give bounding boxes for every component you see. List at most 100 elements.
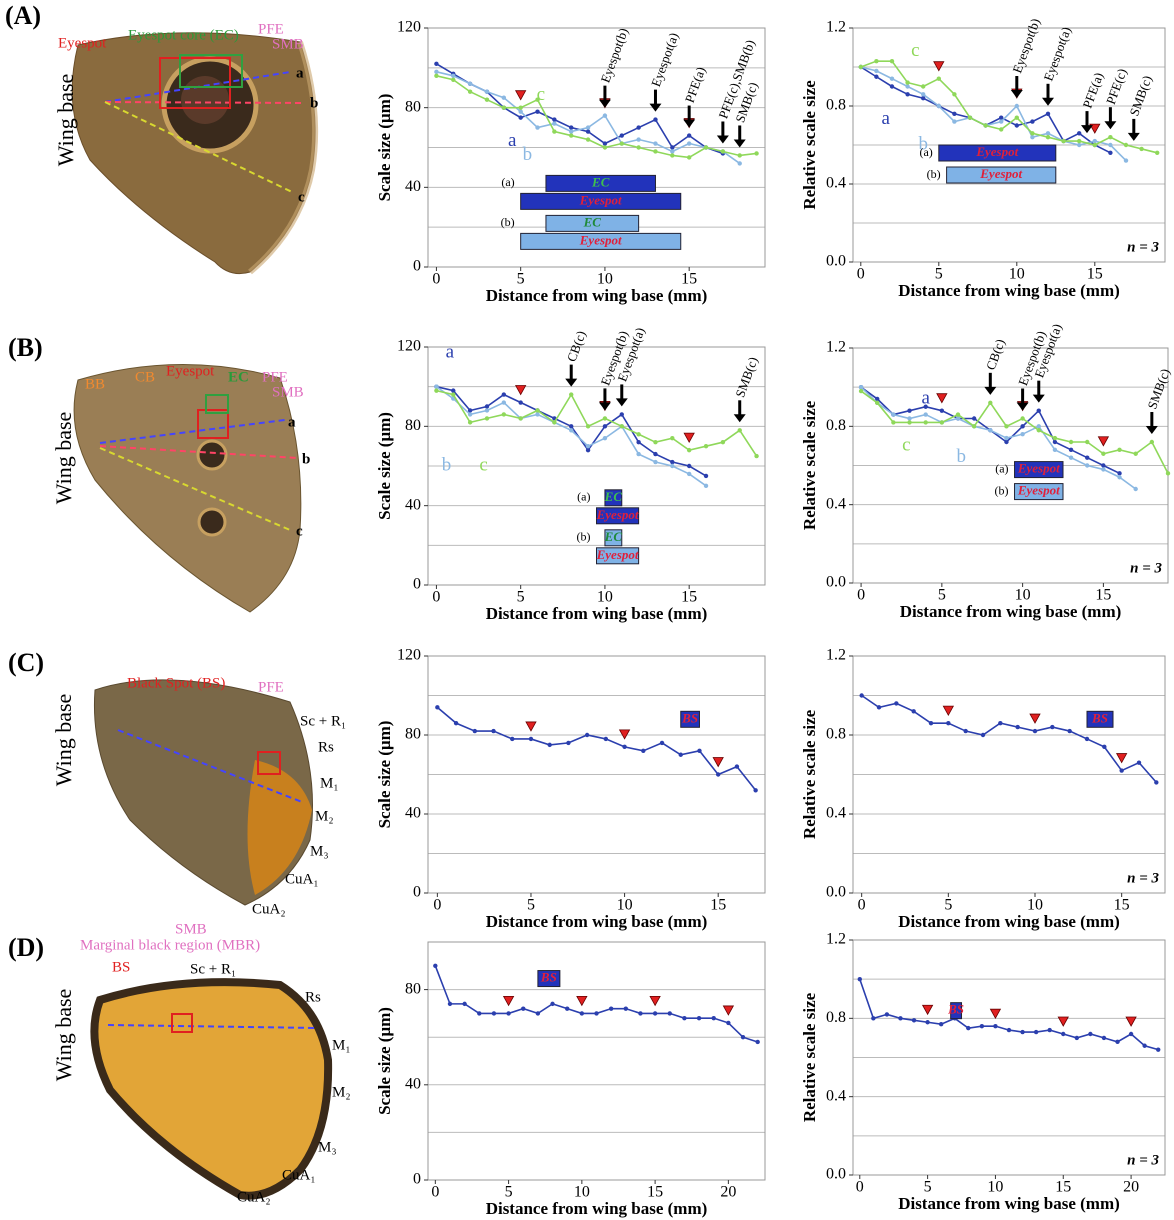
data-point — [619, 141, 624, 146]
y-tick-label: 0.0 — [826, 574, 846, 591]
data-point — [1101, 1035, 1107, 1041]
data-point — [1117, 475, 1122, 480]
region-bar — [545, 214, 640, 232]
y-tick-label: 0.8 — [826, 726, 846, 743]
data-point — [484, 404, 490, 409]
n-label: n = 3 — [1127, 239, 1159, 255]
series-line — [436, 706, 757, 791]
region-label: (a) — [501, 175, 514, 189]
data-point — [653, 440, 658, 445]
data-point — [905, 84, 910, 89]
x-tick-label: 15 — [710, 897, 726, 914]
region-text: BS — [1091, 710, 1108, 725]
data-point — [988, 428, 993, 433]
data-point — [619, 133, 624, 138]
y-tick-label: 0 — [413, 576, 421, 593]
wing-base: Wing base — [53, 74, 78, 167]
data-point — [1004, 439, 1009, 445]
wing-label: EC — [228, 369, 249, 385]
y-axis-title: Relative scale size — [800, 992, 819, 1122]
data-point — [955, 412, 961, 417]
y-axis-title: Relative scale size — [800, 400, 819, 530]
data-point — [891, 420, 896, 425]
eyespot-box — [197, 409, 229, 439]
wing-orange — [247, 760, 312, 895]
data-point — [1155, 150, 1160, 155]
data-point — [1117, 447, 1122, 453]
x-tick-label: 10 — [1027, 897, 1043, 914]
data-point — [1052, 439, 1058, 445]
y-tick-label: 1.2 — [826, 647, 846, 664]
data-point — [467, 89, 473, 94]
data-point — [859, 693, 864, 698]
y-tick-label: 80 — [405, 417, 421, 434]
data-point — [967, 115, 973, 120]
region-text: EC — [604, 489, 623, 504]
data-point — [889, 58, 895, 64]
region-text: EC — [604, 529, 623, 544]
annotation-arrowhead — [1145, 426, 1158, 434]
marker-triangle — [921, 1004, 934, 1016]
data-point — [1133, 486, 1138, 492]
y-tick-label: 0 — [413, 1171, 421, 1188]
annotation-label: SMB(c) — [1144, 367, 1172, 411]
wing-d: (D) Wing base Marginal black region (MBR… — [8, 933, 351, 1205]
data-point — [585, 447, 591, 453]
marker-triangle — [1029, 713, 1041, 724]
data-point — [875, 400, 880, 406]
data-point — [1165, 471, 1171, 476]
region-text: Eyespot — [979, 166, 1022, 181]
data-point — [1030, 119, 1035, 124]
x-tick-label: 0 — [431, 1184, 439, 1201]
data-point — [506, 1011, 511, 1016]
data-point — [585, 129, 591, 134]
region-text: Eyespot — [596, 507, 639, 522]
data-point — [1050, 724, 1055, 730]
wing-shape — [73, 363, 302, 613]
data-point — [1014, 115, 1019, 120]
data-point — [584, 732, 590, 738]
data-point — [1033, 1029, 1039, 1035]
line-b — [104, 101, 306, 104]
series-label: b — [442, 454, 452, 475]
series-label: b — [918, 133, 928, 154]
wing-label: c — [296, 523, 303, 539]
x-tick-label: 10 — [1015, 587, 1031, 604]
y-tick-label: 40 — [405, 1075, 421, 1092]
data-point — [686, 155, 692, 160]
region-text: BS — [947, 1002, 964, 1017]
region-text: BS — [540, 970, 557, 985]
data-point — [946, 720, 951, 726]
data-point — [923, 404, 928, 409]
annotation-arrowhead — [1010, 90, 1023, 98]
data-point — [1004, 435, 1009, 441]
data-point — [905, 80, 910, 85]
plot-frame — [852, 655, 1166, 894]
annotation-label: Eyespot(b) — [597, 26, 631, 85]
marker-triangle — [722, 1005, 735, 1016]
data-point — [1014, 103, 1019, 109]
series-label: a — [508, 130, 517, 151]
annotation-arrowhead — [615, 398, 628, 407]
data-point — [521, 1006, 526, 1011]
plot-frame — [427, 941, 766, 1181]
data-point — [518, 400, 523, 405]
data-point — [670, 459, 675, 465]
wing-label: M₂ — [315, 808, 334, 824]
data-point — [1154, 780, 1159, 785]
data-point — [898, 1016, 903, 1021]
wing-label: PFE — [258, 21, 284, 37]
wing-label: Eyespot core (EC) — [128, 27, 239, 43]
y-axis-title: Scale size (μm) — [375, 721, 394, 829]
data-point — [1085, 463, 1090, 468]
line-c — [104, 101, 293, 193]
wing-shape — [90, 978, 333, 1200]
data-point — [678, 752, 683, 757]
data-point — [602, 416, 608, 421]
x-tick-label: 0 — [857, 587, 865, 604]
data-point — [569, 428, 574, 433]
data-point — [501, 105, 507, 110]
bs-box — [171, 1013, 193, 1033]
wing-label: M₂ — [332, 1084, 351, 1100]
bs-box — [257, 751, 281, 775]
